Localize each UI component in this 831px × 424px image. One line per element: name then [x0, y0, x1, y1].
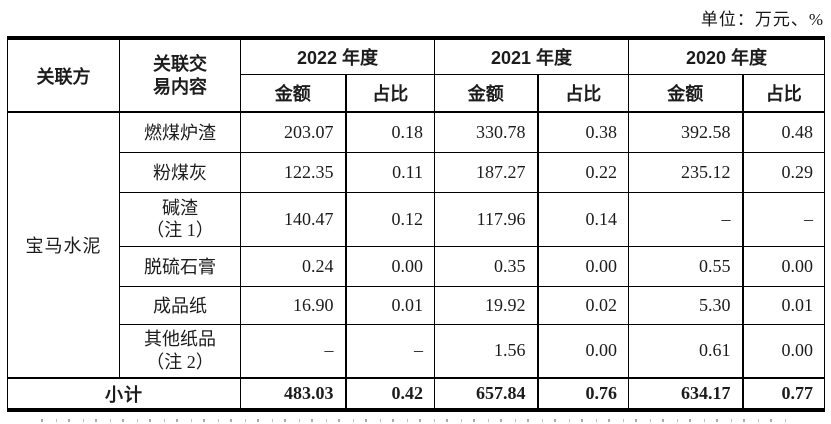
amount-cell: 5.30: [628, 285, 744, 325]
subtotal-ratio-cell: 0.76: [536, 377, 630, 411]
ratio-cell: 0.18: [344, 111, 436, 153]
ratio-cell: 0.01: [741, 285, 826, 325]
amount-cell: 392.58: [628, 111, 744, 153]
amount-cell: 1.56: [434, 323, 539, 379]
header-row-years: 关联方 关联交 易内容 2022 年度 2021 年度 2020 年度: [7, 37, 826, 113]
amount-cell: 235.12: [628, 151, 744, 193]
amount-cell: 0.55: [628, 245, 744, 287]
amount-cell: –: [240, 323, 346, 379]
table-row: 碱渣 （注 1） 140.47 0.12 117.96 0.14 – –: [8, 191, 826, 247]
amount-cell: 203.07: [240, 111, 346, 153]
subtotal-ratio-cell: 0.77: [741, 377, 826, 411]
ratio-cell: 0.00: [741, 323, 826, 379]
ratio-cell: 0.00: [536, 245, 630, 287]
header-year-2022: 2022 年度: [239, 37, 436, 75]
subtotal-amount-cell: 634.17: [628, 377, 744, 411]
subtotal-label: 小计: [7, 377, 241, 411]
table-row: 粉煤灰 122.35 0.11 187.27 0.22 235.12 0.29: [8, 151, 826, 193]
header-transaction-content: 关联交 易内容: [119, 37, 241, 113]
header-ratio-2022: 占比: [344, 73, 436, 113]
header-row-subcolumns: 金额 占比 金额 占比 金额 占比: [8, 73, 826, 113]
amount-cell: –: [628, 191, 744, 247]
table-row: 宝马水泥 燃煤炉渣 203.07 0.18 330.78 0.38 392.58…: [7, 111, 826, 379]
amount-cell: 19.92: [434, 285, 539, 325]
amount-cell: 122.35: [240, 151, 346, 193]
ratio-cell: 0.22: [536, 151, 630, 193]
header-year-2021: 2021 年度: [434, 37, 630, 75]
related-party-table: 关联方 关联交 易内容 2022 年度 2021 年度 2020 年度 金额 占…: [7, 36, 826, 412]
ratio-cell: 0.11: [344, 151, 436, 193]
header-ratio-2020: 占比: [741, 73, 826, 113]
ratio-cell: 0.01: [344, 285, 436, 325]
amount-cell: 330.78: [434, 111, 539, 153]
subtotal-row: 小计 483.03 0.42 657.84 0.76 634.17 0.77: [7, 377, 826, 411]
amount-cell: 140.47: [240, 191, 346, 247]
header-year-2020: 2020 年度: [628, 37, 826, 75]
ratio-cell: 0.29: [741, 151, 826, 193]
item-cell: 碱渣 （注 1）: [119, 191, 241, 247]
ratio-cell: 0.02: [536, 285, 630, 325]
item-cell: 燃煤炉渣: [119, 111, 241, 153]
ratio-cell: 0.00: [536, 323, 630, 379]
table-row: 脱硫石膏 0.24 0.00 0.35 0.00 0.55 0.00: [8, 245, 826, 287]
header-amount-2020: 金额: [628, 73, 744, 113]
party-name-cell: 宝马水泥: [7, 111, 120, 379]
ratio-cell: 0.48: [741, 111, 826, 153]
header-related-party: 关联方: [7, 37, 120, 113]
item-cell: 脱硫石膏: [119, 245, 241, 287]
item-cell: 其他纸品 （注 2）: [119, 323, 241, 379]
ratio-cell: –: [741, 191, 826, 247]
header-amount-2022: 金额: [240, 73, 346, 113]
ratio-cell: 0.38: [536, 111, 630, 153]
subtotal-ratio-cell: 0.42: [344, 377, 436, 411]
amount-cell: 16.90: [240, 285, 346, 325]
unit-label: 单位：万元、%: [700, 10, 824, 29]
amount-cell: 0.35: [434, 245, 539, 287]
subtotal-amount-cell: 657.84: [434, 377, 539, 411]
amount-cell: 117.96: [434, 191, 539, 247]
item-cell: 成品纸: [119, 285, 241, 325]
ratio-cell: 0.12: [344, 191, 436, 247]
ratio-cell: 0.14: [536, 191, 630, 247]
ratio-cell: 0.00: [344, 245, 436, 287]
item-cell: 粉煤灰: [119, 151, 241, 193]
amount-cell: 0.24: [240, 245, 346, 287]
header-ratio-2021: 占比: [536, 73, 630, 113]
subtotal-amount-cell: 483.03: [240, 377, 346, 411]
ratio-cell: 0.00: [741, 245, 826, 287]
ratio-cell: –: [344, 323, 436, 379]
table-row: 其他纸品 （注 2） – – 1.56 0.00 0.61 0.00: [8, 323, 826, 379]
header-amount-2021: 金额: [434, 73, 539, 113]
amount-cell: 0.61: [628, 323, 744, 379]
table-row: 成品纸 16.90 0.01 19.92 0.02 5.30 0.01: [8, 285, 826, 325]
clipped-next-line-remnant: [30, 419, 795, 422]
amount-cell: 187.27: [434, 151, 539, 193]
